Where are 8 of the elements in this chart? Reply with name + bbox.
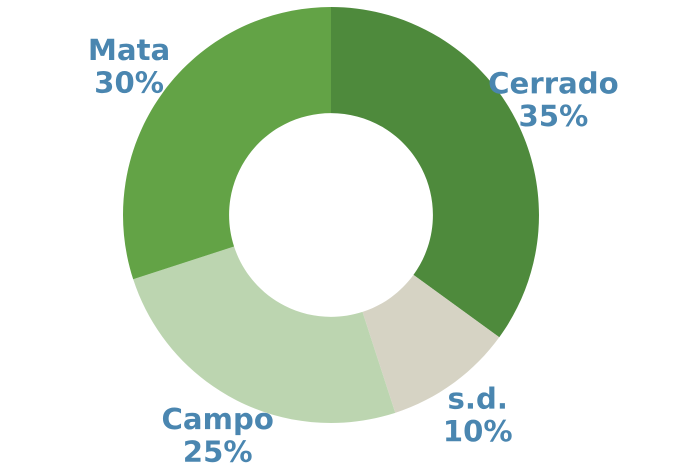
slice-label: Cerrado — [490, 71, 618, 94]
slice-label: Campo — [162, 407, 273, 436]
slice-label: s.d. — [449, 386, 505, 410]
data-label: 35% — [520, 104, 588, 126]
slice-label: Mata — [90, 38, 168, 60]
data-label: 10% — [446, 420, 512, 442]
data-label: 25% — [185, 440, 252, 462]
data-label: 30% — [96, 71, 164, 94]
